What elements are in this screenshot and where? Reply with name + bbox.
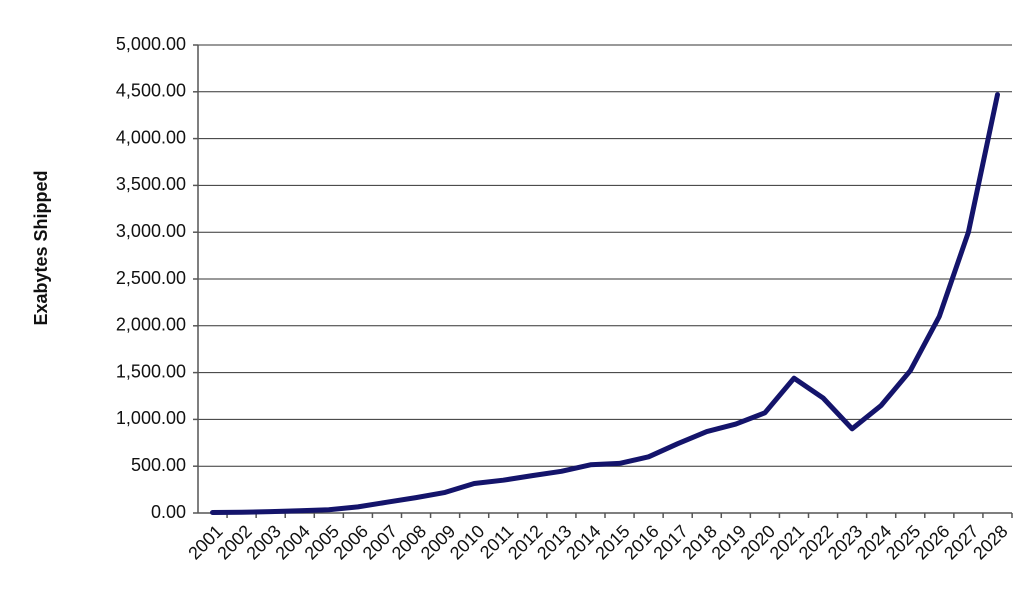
y-tick-label: 1,000.00 — [116, 408, 186, 428]
y-tick-label: 2,000.00 — [116, 315, 186, 335]
y-tick-label: 4,500.00 — [116, 81, 186, 101]
y-tick-label: 0.00 — [151, 502, 186, 522]
line — [210, 92, 1000, 515]
y-tick-label: 4,000.00 — [116, 127, 186, 147]
y-tick-label: 3,000.00 — [116, 221, 186, 241]
y-axis-label: Exabytes Shipped — [31, 170, 51, 325]
y-tick-label: 3,500.00 — [116, 174, 186, 194]
x-tick-label: 2028 — [969, 521, 1011, 563]
y-tick-label: 5,000.00 — [116, 34, 186, 54]
y-tick-label: 2,500.00 — [116, 268, 186, 288]
y-tick-label: 500.00 — [131, 455, 186, 475]
y-tick-label: 1,500.00 — [116, 361, 186, 381]
